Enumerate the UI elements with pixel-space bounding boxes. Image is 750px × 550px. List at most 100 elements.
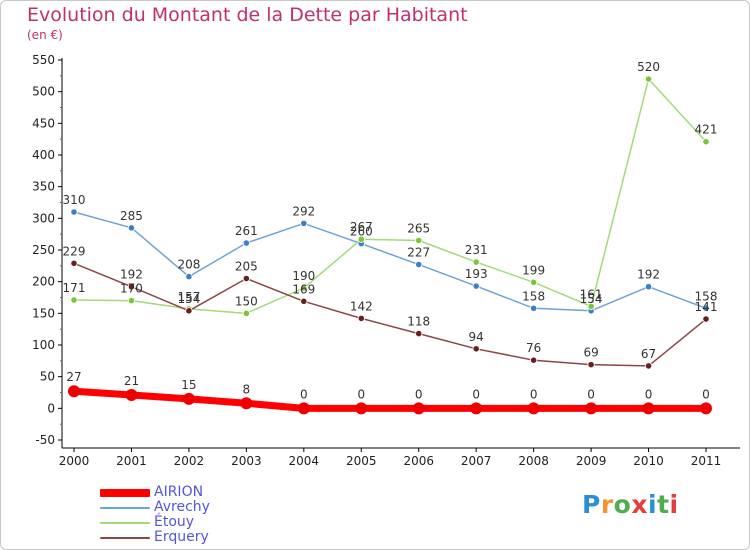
data-label: 118 [407,315,430,329]
data-point [185,272,193,281]
data-point [127,283,136,291]
data-label: 421 [695,123,718,137]
y-tick-label: 100 [32,338,55,352]
data-label: 292 [292,204,315,218]
legend-swatch [100,489,150,497]
data-point [242,274,250,283]
data-label: 0 [300,387,308,401]
data-label: 161 [580,287,603,301]
data-point [530,304,538,312]
y-tick-label: 350 [32,180,55,194]
data-label: 261 [235,224,258,238]
data-point [472,345,480,353]
data-label: 0 [415,387,423,401]
x-tick-label: 2009 [576,454,607,468]
data-point [242,239,250,247]
x-tick-label: 2005 [346,454,377,468]
data-point [70,208,78,216]
data-label: 142 [350,299,373,313]
x-tick-label: 2002 [174,454,205,468]
x-tick-label: 2006 [403,454,434,468]
data-label: 158 [522,289,545,303]
logo-letter: t [657,490,670,519]
x-tick-label: 2000 [59,454,90,468]
data-point [702,138,710,146]
data-point [642,402,655,415]
data-label: 8 [243,382,251,396]
series-lines [68,75,712,415]
data-label: 0 [702,387,710,401]
data-point [700,402,712,415]
legend-label: AIRION [154,484,204,500]
series-airion [68,385,712,415]
data-label: 150 [235,294,258,308]
data-label: 21 [124,374,139,388]
y-tick-label: 300 [32,211,55,225]
x-tick-label: 2004 [289,454,320,468]
series-etouy [70,75,710,317]
data-label: 0 [645,387,653,401]
data-label: 0 [472,387,480,401]
data-point [357,314,365,322]
data-label: 158 [695,289,718,303]
y-tick-label: 250 [32,243,55,257]
data-label: 157 [177,290,200,304]
data-point [70,259,78,267]
data-label: 154 [580,292,603,306]
data-label: 76 [526,341,541,355]
chart-title: Evolution du Montant de la Dette par Hab… [27,4,468,26]
data-point [415,329,423,338]
data-point [702,304,710,312]
y-tick-label: 0 [47,401,55,415]
data-label: 192 [637,268,660,282]
logo-letter: i [669,490,679,519]
data-point [300,297,308,305]
data-label: 15 [181,378,196,392]
data-label: 285 [120,209,143,223]
data-label: 0 [357,387,365,401]
data-point [527,402,540,415]
data-label: 0 [587,387,595,401]
data-point [644,283,653,291]
data-point [182,392,195,405]
y-tick-label: 450 [32,116,55,130]
data-label: 265 [407,222,430,236]
data-label: 229 [63,244,86,258]
data-label: 520 [637,60,660,74]
data-label: 208 [177,258,200,272]
data-label: 67 [641,347,656,361]
data-point [127,224,136,232]
data-point [355,402,368,415]
x-tick-label: 2011 [691,454,722,468]
logo-letter: r [600,490,614,519]
y-tick-label: 500 [32,85,55,99]
chart-axes: -500501001502002503003504004505005502000… [32,53,740,468]
data-point [412,402,425,415]
x-tick-label: 2003 [231,454,262,468]
series-erquery [70,259,710,370]
legend-label: Avrechy [154,499,210,515]
data-point [185,307,193,315]
data-point [530,356,538,364]
data-label: 199 [522,263,545,277]
data-point [644,75,653,83]
y-tick-label: 400 [32,148,55,162]
data-point [470,402,483,415]
data-point [415,236,423,245]
data-point [300,219,308,227]
data-point [530,278,538,286]
data-point [240,397,253,410]
series-line-airion [70,387,710,412]
x-tick-label: 2010 [633,454,664,468]
data-label: 171 [63,281,86,295]
data-label: 310 [63,193,86,207]
series-avrechy [70,208,710,315]
data-label: 260 [350,225,373,239]
series-line-avrechy [73,211,707,312]
data-point [242,309,250,317]
data-label: 193 [465,267,488,281]
data-point [415,260,423,269]
data-point [472,258,480,266]
data-point [472,282,480,290]
